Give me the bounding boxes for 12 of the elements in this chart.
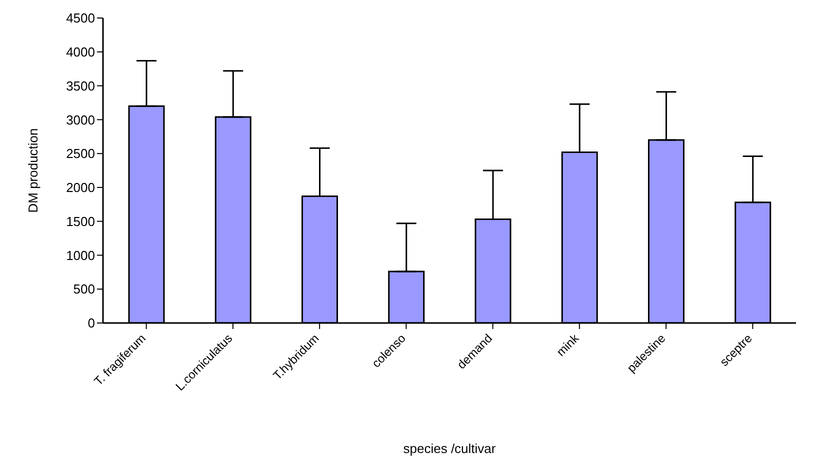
- y-tick-label: 500: [73, 282, 95, 297]
- y-tick-label: 2500: [66, 146, 95, 162]
- y-tick-label: 3500: [66, 78, 95, 94]
- y-tick-label: 1500: [66, 214, 95, 229]
- y-axis-title: DM production: [26, 128, 41, 213]
- y-tick-label: 4000: [66, 44, 95, 60]
- y-tick-label: 3000: [66, 112, 95, 128]
- y-tick-label: 0: [88, 316, 95, 331]
- y-tick-label: 1000: [66, 248, 95, 263]
- x-axis-title: species /cultivar: [403, 441, 496, 456]
- y-tick-label: 2000: [66, 180, 95, 196]
- y-tick-label: 4500: [66, 10, 95, 26]
